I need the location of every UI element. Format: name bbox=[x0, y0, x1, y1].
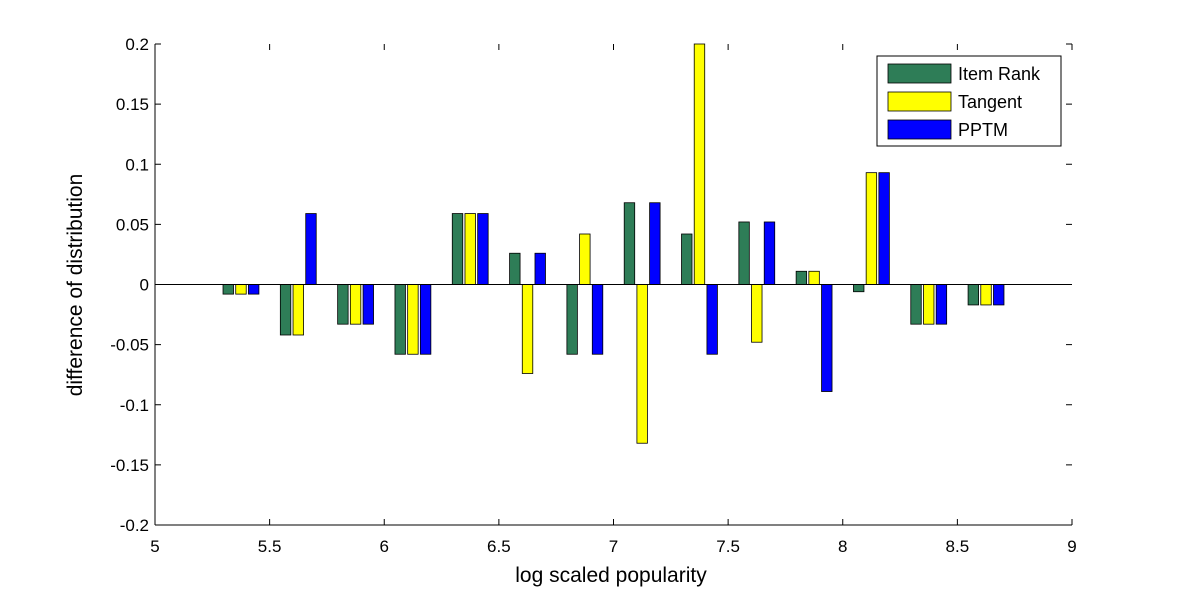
bar-tangent-11 bbox=[865, 172, 878, 285]
legend-label-tangent: Tangent bbox=[958, 92, 1022, 112]
x-tick-label: 5.5 bbox=[258, 537, 282, 556]
ticks-layer: 5 5.5 6 6.5 7 7.5 8 8.5 9 -0.2 -0.15 -0.1 -0.05 0 0.05… bbox=[110, 35, 1076, 556]
bar-item-rank-2 bbox=[337, 284, 349, 325]
bar-tangent-2 bbox=[349, 284, 362, 325]
y-tick-label: 0 bbox=[140, 276, 149, 295]
x-tick-label: 7.5 bbox=[716, 537, 740, 556]
x-axis-label: log scaled popularity bbox=[515, 564, 707, 587]
bar-pptm-5 bbox=[534, 252, 546, 285]
bar-pptm-0 bbox=[248, 284, 260, 295]
bar-item-rank-0 bbox=[222, 284, 234, 295]
bar-tangent-5 bbox=[521, 284, 534, 374]
legend: Item Rank Tangent PPTM bbox=[876, 55, 1062, 147]
bar-tangent-9 bbox=[751, 284, 763, 343]
bar-item-rank-7 bbox=[623, 202, 636, 285]
bar-item-rank-6 bbox=[566, 284, 578, 355]
bar-tangent-10 bbox=[808, 270, 820, 285]
bar-tangent-6 bbox=[579, 233, 591, 285]
y-tick-label: 0.1 bbox=[125, 155, 149, 174]
legend-swatch-item-rank bbox=[887, 63, 952, 84]
bar-pptm-9 bbox=[763, 221, 776, 285]
bar-item-rank-5 bbox=[509, 252, 521, 285]
bar-item-rank-13 bbox=[967, 284, 979, 306]
bar-item-rank-10 bbox=[795, 270, 808, 285]
legend-label-pptm: PPTM bbox=[958, 120, 1008, 140]
x-tick-label: 8 bbox=[838, 537, 847, 556]
bar-pptm-10 bbox=[821, 284, 833, 392]
bar-tangent-8 bbox=[693, 43, 706, 285]
x-tick-label: 8.5 bbox=[946, 537, 970, 556]
bar-pptm-2 bbox=[362, 284, 374, 325]
y-tick-label: -0.1 bbox=[120, 396, 149, 415]
y-tick-label: -0.15 bbox=[110, 456, 149, 475]
y-tick-label: -0.05 bbox=[110, 336, 149, 355]
bar-pptm-12 bbox=[935, 284, 948, 325]
y-tick-label: 0.05 bbox=[116, 215, 149, 234]
x-tick-label: 5 bbox=[150, 537, 159, 556]
bar-tangent-0 bbox=[235, 284, 247, 295]
y-tick-label: -0.2 bbox=[120, 516, 149, 535]
bar-pptm-11 bbox=[878, 172, 890, 285]
y-axis-label: difference of distribution bbox=[64, 174, 87, 397]
x-tick-label: 6.5 bbox=[487, 537, 511, 556]
bar-item-rank-1 bbox=[279, 284, 292, 336]
bar-pptm-7 bbox=[649, 202, 661, 285]
bar-item-rank-3 bbox=[394, 284, 406, 355]
x-tick-label: 9 bbox=[1067, 537, 1076, 556]
bar-tangent-3 bbox=[407, 284, 419, 355]
bar-item-rank-4 bbox=[451, 213, 464, 285]
bars-layer bbox=[222, 43, 1005, 444]
y-tick-label: 0.2 bbox=[125, 35, 149, 54]
bar-item-rank-8 bbox=[681, 233, 693, 285]
bar-item-rank-11 bbox=[853, 284, 865, 293]
bar-tangent-13 bbox=[980, 284, 992, 306]
bar-pptm-4 bbox=[477, 213, 489, 285]
x-tick-label: 7 bbox=[609, 537, 618, 556]
bar-tangent-7 bbox=[636, 284, 648, 444]
bar-pptm-13 bbox=[993, 284, 1005, 306]
legend-swatch-pptm bbox=[887, 119, 952, 140]
y-tick-label: 0.15 bbox=[116, 95, 149, 114]
x-tick-label: 6 bbox=[380, 537, 389, 556]
bar-tangent-1 bbox=[292, 284, 304, 336]
bar-pptm-8 bbox=[706, 284, 718, 355]
bar-tangent-4 bbox=[464, 213, 476, 285]
bar-pptm-3 bbox=[419, 284, 432, 355]
legend-swatch-tangent bbox=[887, 91, 952, 112]
bar-pptm-1 bbox=[305, 213, 317, 285]
legend-label-item-rank: Item Rank bbox=[958, 64, 1041, 84]
bar-item-rank-9 bbox=[738, 221, 750, 285]
bar-tangent-12 bbox=[923, 284, 935, 325]
bar-item-rank-12 bbox=[910, 284, 922, 325]
bar-pptm-6 bbox=[591, 284, 604, 355]
